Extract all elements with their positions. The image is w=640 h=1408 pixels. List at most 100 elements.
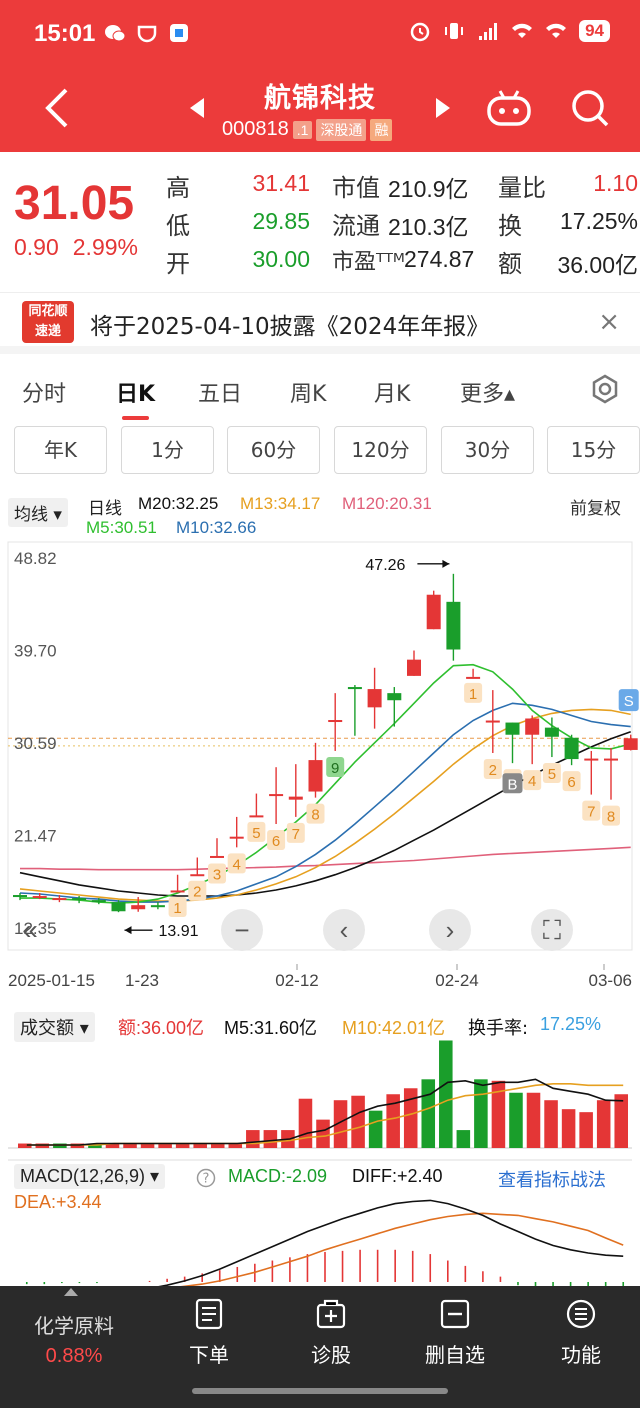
remove-watchlist-icon xyxy=(440,1299,470,1329)
prev-stock-icon[interactable] xyxy=(190,98,204,118)
seq-marker-label: 4 xyxy=(233,856,241,873)
chevron-right-icon[interactable]: › xyxy=(429,909,471,951)
notice-bar[interactable]: 同花顺 速递 将于2025-04-10披露《2024年年报》 × xyxy=(0,292,640,354)
search-icon[interactable] xyxy=(570,88,610,128)
chevron-left-icon[interactable]: ‹ xyxy=(323,909,365,951)
tab-daily-k[interactable]: 日K xyxy=(116,376,155,420)
high-value: 31.41 xyxy=(252,170,310,196)
ma10-value: M10:32.66 xyxy=(176,518,257,537)
stock-tag-2: 深股通 xyxy=(316,118,367,141)
home-indicator[interactable] xyxy=(192,1388,448,1394)
tab-intraday[interactable]: 分时 xyxy=(22,382,67,407)
candle-body xyxy=(91,900,106,903)
sell-marker-label: S xyxy=(624,693,634,710)
adjust-mode[interactable]: 前复权 xyxy=(570,499,621,519)
macd-select-button[interactable]: MACD(12,26,9) ▾ xyxy=(14,1164,166,1189)
x-tick-label: 1-23 xyxy=(125,971,159,990)
ma-select-button[interactable]: 均线 ▾ xyxy=(8,498,68,527)
functions-button[interactable]: 功能 xyxy=(550,1298,612,1368)
turnover-rate-label: 换手率: xyxy=(468,1018,529,1039)
volume-m5: M5:31.60亿 xyxy=(224,1018,318,1038)
indicator-strategy-link[interactable]: 查看指标战法 xyxy=(498,1170,606,1191)
volume-bar xyxy=(456,1130,471,1148)
volume-panel[interactable] xyxy=(8,1040,632,1149)
status-right: 94 xyxy=(409,20,610,42)
seq-marker-bg xyxy=(168,896,187,917)
stock-chart[interactable]: 48.8239.7030.5921.4712.35123456789123456… xyxy=(0,540,640,1286)
stock-tag-3: 融 xyxy=(370,118,393,141)
candle-body xyxy=(505,722,520,735)
dea-value: DEA:+3.44 xyxy=(14,1192,102,1212)
volume-bar xyxy=(210,1143,225,1148)
candle-body xyxy=(544,727,559,737)
volume-bar xyxy=(298,1098,313,1148)
seq-marker: 8 xyxy=(602,805,620,826)
seq-marker-bg xyxy=(227,853,246,874)
remove-watchlist-button[interactable]: 删自选 xyxy=(418,1298,492,1368)
tab-more[interactable]: 更多▴ xyxy=(460,382,516,407)
next-stock-icon[interactable] xyxy=(436,98,450,118)
tab-monthly-k[interactable]: 月K xyxy=(374,382,411,407)
order-label: 下单 xyxy=(189,1343,229,1367)
volume-bar xyxy=(474,1079,488,1148)
settings-gear-icon[interactable] xyxy=(590,374,620,404)
ma20-value: M20:32.25 xyxy=(138,494,219,513)
current-price: 31.05 xyxy=(14,177,135,230)
diagnose-button[interactable]: 诊股 xyxy=(300,1298,362,1368)
order-icon xyxy=(195,1298,223,1330)
collapse-chart-icon[interactable]: « xyxy=(22,914,38,945)
candle-body xyxy=(347,687,362,690)
zoom-out-icon[interactable]: − xyxy=(221,909,263,951)
x-axis: 2025-01-15 1-23 02-12 02-24 03-06 xyxy=(8,964,632,990)
stock-name: 航锦科技 xyxy=(264,83,376,114)
robot-assistant-icon[interactable] xyxy=(486,88,532,128)
stock-code-line: 000818 .1 深股通 融 xyxy=(222,118,393,141)
candle-body xyxy=(150,905,165,908)
kline-panel[interactable]: 48.8239.7030.5921.4712.35123456789123456… xyxy=(7,541,639,951)
seq-marker-label: 2 xyxy=(489,762,497,779)
subtab-year-k[interactable]: 年K xyxy=(14,426,107,474)
logo-top: 同花顺 xyxy=(28,304,68,319)
ma120-line xyxy=(20,846,631,871)
sector-item[interactable]: 化学原料 0.88% xyxy=(24,1310,124,1368)
wechat-icon xyxy=(105,25,126,42)
macd-panel[interactable] xyxy=(8,1159,632,1286)
close-icon[interactable]: × xyxy=(598,307,620,337)
candle-body xyxy=(604,758,618,761)
seq-marker-label: 5 xyxy=(252,825,260,842)
change-amount: 0.90 xyxy=(14,234,59,260)
subtab-15min[interactable]: 15分 xyxy=(547,426,640,474)
y-tick-label: 12.35 xyxy=(14,919,57,938)
tab-weekly-k[interactable]: 周K xyxy=(290,382,327,407)
volume-bar xyxy=(596,1100,611,1148)
volume-bar xyxy=(18,1143,32,1148)
candle-body xyxy=(190,874,205,877)
seq-marker-bg xyxy=(542,763,561,784)
diff-value: DIFF:+2.40 xyxy=(352,1166,443,1186)
back-arrow-icon[interactable] xyxy=(40,88,76,128)
wifi-icon xyxy=(512,23,533,38)
subtab-30min[interactable]: 30分 xyxy=(441,426,534,474)
tab-five-day[interactable]: 五日 xyxy=(198,382,243,407)
buy-marker-label: B xyxy=(507,776,517,793)
help-icon[interactable]: ? xyxy=(196,1168,216,1188)
vol-ratio-value: 1.10 xyxy=(593,170,638,196)
fullscreen-icon[interactable]: ⛶ xyxy=(531,909,573,951)
volume-select-button[interactable]: 成交额 ▾ xyxy=(14,1012,95,1042)
volume-bar xyxy=(421,1079,436,1148)
vibrate-icon xyxy=(445,23,464,39)
x-tick-label: 2025-01-15 xyxy=(8,971,95,990)
subtab-60min[interactable]: 60分 xyxy=(227,426,320,474)
signal-icon xyxy=(479,23,498,40)
ma120-value: M120:20.31 xyxy=(342,494,432,513)
logo-bottom: 速递 xyxy=(34,324,61,339)
expand-up-icon[interactable] xyxy=(64,1288,78,1296)
seq-marker-bg xyxy=(523,770,542,791)
candle-body xyxy=(367,689,382,708)
candle-body xyxy=(328,720,343,723)
order-button[interactable]: 下单 xyxy=(178,1298,240,1368)
subtab-1min[interactable]: 1分 xyxy=(121,426,214,474)
dea-line xyxy=(180,1212,624,1286)
period-tabs: 分时 日K 五日 周K 月K 更多▴ xyxy=(0,366,640,420)
subtab-120min[interactable]: 120分 xyxy=(334,426,427,474)
